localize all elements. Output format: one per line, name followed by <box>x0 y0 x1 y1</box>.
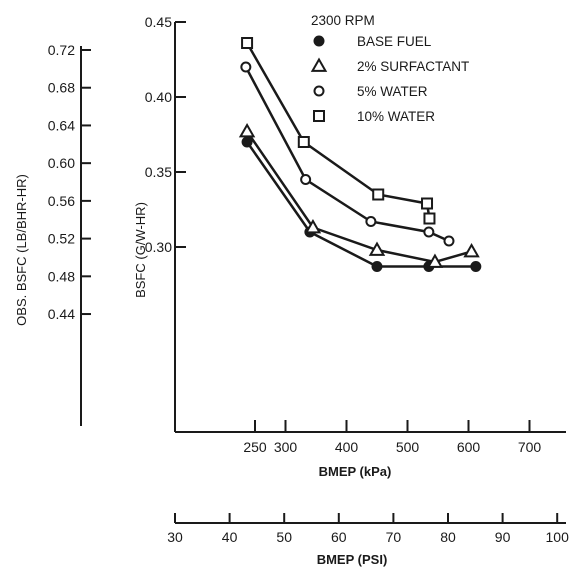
data-point-2-surfactant <box>238 122 256 138</box>
x-secondary-tick-label: 100 <box>546 529 570 545</box>
data-point-5-water <box>300 174 312 185</box>
y-secondary-tick-label: 0.44 <box>48 306 75 322</box>
x-axis-secondary-title: BMEP (PSI) <box>317 552 388 567</box>
x-primary-tick-label: 500 <box>396 439 420 455</box>
y-secondary-tick-label: 0.48 <box>48 268 75 284</box>
legend-label: 2% SURFACTANT <box>357 59 469 74</box>
y-secondary-tick-label: 0.64 <box>48 117 75 133</box>
legend: BASE FUEL 2% SURFACTANT 5% WATER 10% WATER <box>310 34 469 124</box>
legend-label: 5% WATER <box>357 84 428 99</box>
y-primary-tick-label: 0.35 <box>145 164 172 180</box>
data-point-5-water <box>240 61 252 73</box>
x-secondary-tick-label: 30 <box>167 529 183 545</box>
data-point-2-surfactant <box>304 218 322 234</box>
series-line-base-fuel <box>246 141 476 268</box>
y-secondary-tick-label: 0.56 <box>48 193 75 209</box>
data-point-5-water <box>423 226 435 238</box>
y-secondary-tick-label: 0.68 <box>48 80 75 96</box>
legend-marker <box>313 110 325 122</box>
x-axis-primary-title: BMEP (kPa) <box>319 464 392 479</box>
x-secondary-tick-label: 40 <box>222 529 238 545</box>
data-point-10-water <box>423 212 436 225</box>
y-secondary-tick-label: 0.72 <box>48 42 75 58</box>
data-point-10-water <box>372 188 385 201</box>
x-secondary-tick-label: 70 <box>386 529 402 545</box>
series-layer <box>238 37 482 272</box>
data-point-base-fuel <box>470 261 482 272</box>
series-line-2-surfactant <box>246 130 472 264</box>
x-primary-tick-label: 400 <box>335 439 359 455</box>
y-secondary-tick-label: 0.52 <box>48 231 75 247</box>
legend-marker <box>310 57 328 72</box>
y-primary-tick-label: 0.45 <box>145 14 172 30</box>
x-secondary-tick-label: 50 <box>276 529 292 545</box>
data-point-2-surfactant <box>463 242 480 258</box>
x-secondary-tick-label: 90 <box>495 529 511 545</box>
y-axis-primary-title: BSFC (G/W-HR) <box>133 202 148 298</box>
data-point-10-water <box>297 136 310 148</box>
data-point-5-water <box>443 235 455 247</box>
data-point-10-water <box>241 37 254 49</box>
x-secondary-tick-label: 60 <box>331 529 347 545</box>
data-point-5-water <box>365 216 377 227</box>
y-secondary-tick-label: 0.60 <box>48 155 75 171</box>
x-primary-tick-label: 250 <box>243 439 267 455</box>
legend-marker <box>313 35 325 47</box>
y-axis-secondary-title: OBS. BSFC (LB/BHR-HR) <box>14 174 29 326</box>
y-primary-tick-label: 0.40 <box>145 89 172 105</box>
ticks-layer: 0.45 0.40 0.35 0.30 0.72 0.68 0.64 0.60 0.56 0.52… <box>48 14 569 545</box>
legend-label: 10% WATER <box>357 109 435 124</box>
data-point-2-surfactant <box>368 241 386 256</box>
x-secondary-tick-label: 80 <box>440 529 456 545</box>
legend-label: BASE FUEL <box>357 34 432 49</box>
y-primary-tick-label: 0.30 <box>145 239 172 255</box>
legend-marker <box>313 85 325 97</box>
data-point-2-surfactant <box>426 253 444 268</box>
x-primary-tick-label: 700 <box>518 439 542 455</box>
data-point-10-water <box>421 197 434 210</box>
x-primary-tick-label: 300 <box>274 439 298 455</box>
data-point-base-fuel <box>241 136 253 148</box>
rpm-label: 2300 RPM <box>311 13 375 28</box>
data-point-base-fuel <box>371 261 383 272</box>
x-primary-tick-label: 600 <box>457 439 481 455</box>
